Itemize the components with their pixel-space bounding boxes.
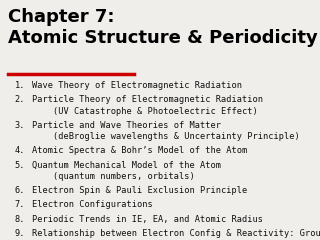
- Text: 2.: 2.: [15, 96, 25, 104]
- Text: 6.: 6.: [15, 186, 25, 195]
- Text: Wave Theory of Electromagnetic Radiation: Wave Theory of Electromagnetic Radiation: [32, 81, 242, 90]
- Text: Particle and Wave Theories of Matter
    (deBroglie wavelengths & Uncertainty Pr: Particle and Wave Theories of Matter (de…: [32, 121, 300, 141]
- Text: 9.: 9.: [15, 229, 25, 238]
- Text: Periodic Trends in IE, EA, and Atomic Radius: Periodic Trends in IE, EA, and Atomic Ra…: [32, 215, 263, 224]
- Text: Quantum Mechanical Model of the Atom
    (quantum numbers, orbitals): Quantum Mechanical Model of the Atom (qu…: [32, 161, 221, 181]
- Text: 1.: 1.: [15, 81, 25, 90]
- Text: 5.: 5.: [15, 161, 25, 169]
- Text: Atomic Spectra & Bohr’s Model of the Atom: Atomic Spectra & Bohr’s Model of the Ato…: [32, 146, 248, 155]
- Text: Electron Spin & Pauli Exclusion Principle: Electron Spin & Pauli Exclusion Principl…: [32, 186, 248, 195]
- Text: Particle Theory of Electromagnetic Radiation
    (UV Catastrophe & Photoelectric: Particle Theory of Electromagnetic Radia…: [32, 96, 263, 116]
- Text: Chapter 7:
Atomic Structure & Periodicity: Chapter 7: Atomic Structure & Periodicit…: [8, 8, 318, 47]
- Text: 8.: 8.: [15, 215, 25, 224]
- Text: 7.: 7.: [15, 200, 25, 209]
- Text: 4.: 4.: [15, 146, 25, 155]
- Text: Relationship between Electron Config & Reactivity: Group IA: Relationship between Electron Config & R…: [32, 229, 320, 238]
- Text: Electron Configurations: Electron Configurations: [32, 200, 153, 209]
- Text: 3.: 3.: [15, 121, 25, 130]
